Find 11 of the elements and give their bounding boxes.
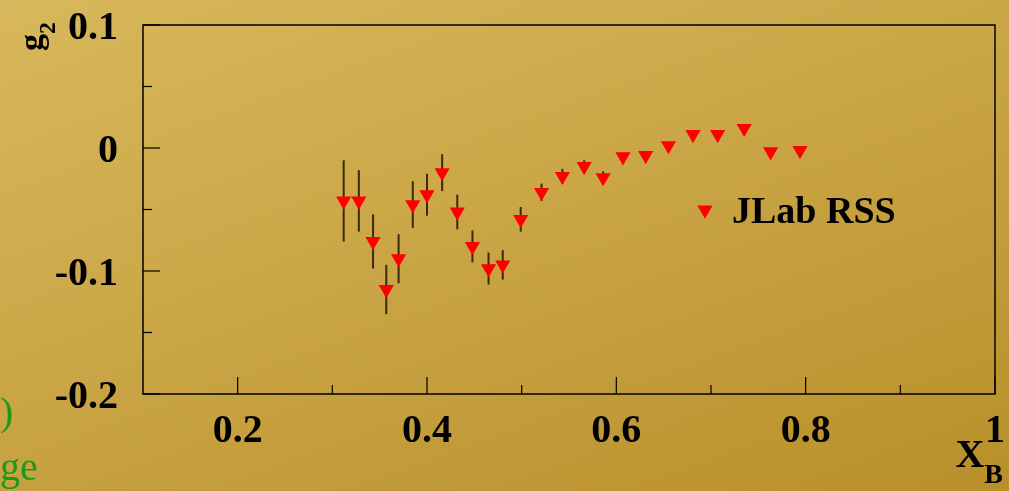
x-tick-label: 0.6: [591, 406, 642, 451]
text: ): [0, 389, 14, 434]
text: ge: [0, 444, 38, 489]
y-tick-label: -0.1: [54, 249, 118, 294]
y-tick-label: 0.1: [68, 3, 118, 48]
x-tick-label: 0.2: [212, 406, 263, 451]
x-tick-label: 0.4: [402, 406, 452, 451]
y-tick-label: 0: [98, 126, 118, 171]
legend-label: JLab RSS: [732, 189, 896, 231]
x-tick-label: 0.8: [780, 406, 831, 451]
y-tick-label: -0.2: [54, 372, 118, 417]
